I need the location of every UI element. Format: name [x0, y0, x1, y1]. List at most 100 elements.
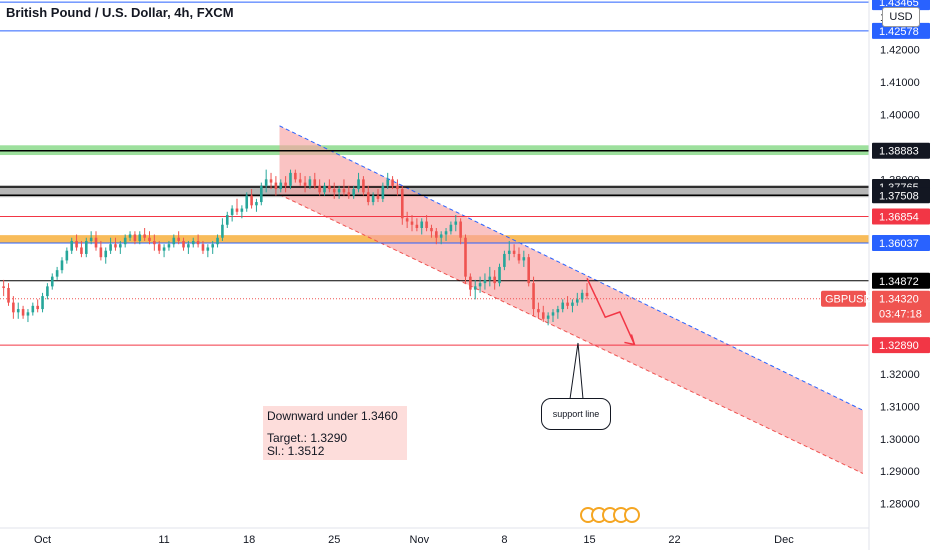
- candle-body: [46, 286, 49, 297]
- candle-body: [55, 270, 59, 277]
- candle-body: [435, 231, 438, 238]
- candle-body: [89, 237, 93, 241]
- candle-body: [381, 185, 385, 199]
- currency-button[interactable]: USD: [882, 7, 920, 27]
- zone-band: [0, 185, 869, 198]
- candle-body: [347, 192, 351, 196]
- candle-body: [75, 240, 78, 248]
- candle-body: [245, 195, 249, 209]
- y-tick-label: 1.30000: [880, 434, 920, 446]
- candle-body: [396, 185, 399, 190]
- candle-body: [473, 286, 477, 290]
- candle-body: [104, 250, 108, 258]
- candle-body: [556, 309, 560, 313]
- x-tick-label: Dec: [774, 534, 794, 546]
- y-tick-label: 1.29000: [880, 466, 920, 478]
- candle-body: [225, 215, 229, 225]
- callout-pointer: [569, 342, 584, 400]
- candle-body: [123, 237, 127, 245]
- event-icon: [624, 507, 640, 523]
- candle-body: [279, 182, 283, 190]
- y-tick-label: 1.32000: [880, 369, 920, 381]
- chart-title: British Pound / U.S. Dollar, 4h, FXCM: [6, 5, 234, 20]
- level-label-bg: [872, 187, 930, 204]
- candle-body: [133, 234, 137, 241]
- level-label-bg: [872, 235, 930, 252]
- candle-body: [157, 244, 161, 251]
- x-tick-label: 25: [328, 534, 340, 546]
- candle-body: [405, 218, 409, 222]
- y-tick-label: 1.40000: [880, 109, 920, 121]
- candle-body: [255, 202, 258, 206]
- candle-body: [386, 179, 390, 186]
- candle-body: [84, 240, 88, 254]
- level-label: 1.36037: [879, 238, 919, 250]
- candle-body: [172, 237, 176, 245]
- candle-body: [439, 234, 443, 238]
- candle-body: [7, 288, 10, 303]
- trade-note: Downward under 1.3460 Target.: 1.3290 Sl…: [263, 406, 407, 460]
- y-tick-label: 1.42000: [880, 45, 920, 57]
- candle-body: [585, 292, 589, 297]
- candle-body: [425, 221, 428, 228]
- candle-body: [114, 244, 117, 248]
- x-tick-label: Oct: [34, 534, 51, 546]
- level-label: 1.42578: [879, 26, 919, 38]
- candle-body: [332, 189, 336, 193]
- candle-body: [143, 234, 146, 238]
- level-label: 1.43465: [879, 0, 919, 9]
- candle-body: [537, 309, 540, 313]
- candle-body: [308, 179, 312, 186]
- candle-body: [264, 179, 268, 186]
- candle-body: [269, 179, 273, 183]
- candle-body: [153, 240, 156, 245]
- candle-body: [148, 237, 151, 241]
- candle-body: [162, 247, 166, 251]
- candle-body: [362, 179, 365, 193]
- current-price-bg: [872, 290, 930, 323]
- channel-lower-line: [279, 194, 864, 474]
- candle-body: [26, 312, 30, 316]
- candle-body: [250, 195, 253, 206]
- level-label: 1.36854: [879, 212, 919, 224]
- candle-body: [50, 276, 54, 287]
- candle-body: [483, 279, 487, 284]
- candle-body: [391, 179, 394, 186]
- note-line-target: Target.: 1.3290: [267, 431, 348, 445]
- level-label: 1.37508: [879, 190, 919, 202]
- candle-body: [469, 276, 472, 290]
- candle-body: [512, 250, 516, 254]
- candle-body: [119, 244, 122, 248]
- candle-body: [16, 309, 20, 313]
- projection-arrowhead: [624, 334, 636, 346]
- channel-upper-line: [279, 125, 864, 411]
- candle-body: [357, 179, 360, 190]
- candle-body: [415, 224, 419, 228]
- channel-fill: [279, 125, 863, 474]
- candle-body: [80, 247, 83, 254]
- candle-body: [235, 208, 239, 212]
- candle-body: [517, 253, 521, 261]
- candle-body: [546, 315, 550, 319]
- candle-body: [41, 296, 44, 310]
- level-label-bg: [872, 272, 930, 289]
- candle-body: [464, 237, 467, 277]
- candle-body: [294, 172, 297, 180]
- x-tick-label: 11: [158, 534, 169, 546]
- level-label: 1.32890: [879, 340, 919, 352]
- candle-body: [99, 247, 103, 258]
- x-tick-label: 22: [668, 534, 680, 546]
- level-label: 1.34872: [879, 276, 919, 288]
- candle-body: [284, 182, 287, 186]
- level-label-bg: [872, 142, 930, 159]
- candle-body: [420, 221, 424, 228]
- candle-body: [323, 185, 326, 193]
- level-label-bg: [872, 208, 930, 225]
- candle-body: [410, 221, 414, 225]
- candle-body: [561, 302, 565, 310]
- candle-body: [576, 299, 579, 303]
- level-label-bg: [872, 337, 930, 354]
- candle-body: [400, 189, 404, 219]
- candle-body: [532, 283, 535, 310]
